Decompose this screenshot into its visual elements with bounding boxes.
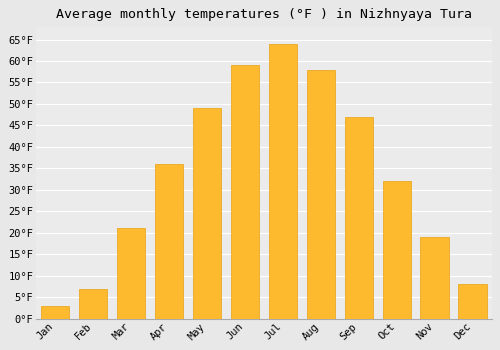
Bar [458,284,487,319]
Bar [41,306,70,318]
Bar [420,237,449,318]
Bar [306,70,335,318]
Bar [154,164,183,318]
Bar [268,44,297,318]
Bar [344,117,373,318]
Bar [230,65,259,319]
Bar [79,288,108,318]
Bar [117,229,145,318]
Bar [382,181,411,318]
Title: Average monthly temperatures (°F ) in Nizhnyaya Tura: Average monthly temperatures (°F ) in Ni… [56,8,472,21]
Bar [192,108,221,318]
